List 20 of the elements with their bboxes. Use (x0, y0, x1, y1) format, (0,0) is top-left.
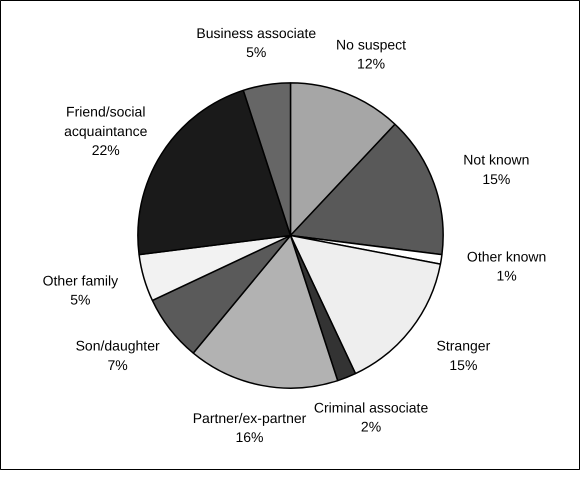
data-label: 5% (70, 292, 90, 308)
slice-label: Stranger (436, 338, 491, 354)
data-label: 16% (235, 428, 264, 445)
data-label: 15% (449, 356, 478, 373)
data-label: 7% (107, 356, 128, 373)
slice-label: Not known (463, 152, 530, 168)
slice-label: Friend/social acquaintance (64, 104, 148, 139)
slice-label: Partner/ex-partner (192, 410, 307, 426)
data-label: 22% (92, 142, 120, 158)
data-label: 12% (357, 55, 386, 72)
slice-label: Business associate (196, 24, 316, 41)
slice-label: No suspect (336, 36, 406, 52)
slice-label: Criminal associate (314, 400, 428, 416)
data-label: 1% (496, 268, 517, 284)
data-label: 15% (482, 170, 510, 187)
slice-label: Other known (466, 248, 546, 264)
data-label: 5% (246, 44, 266, 60)
slice-label: Son/daughter (76, 338, 160, 354)
data-label: 2% (360, 418, 382, 435)
slice-label: Other family (42, 272, 118, 288)
